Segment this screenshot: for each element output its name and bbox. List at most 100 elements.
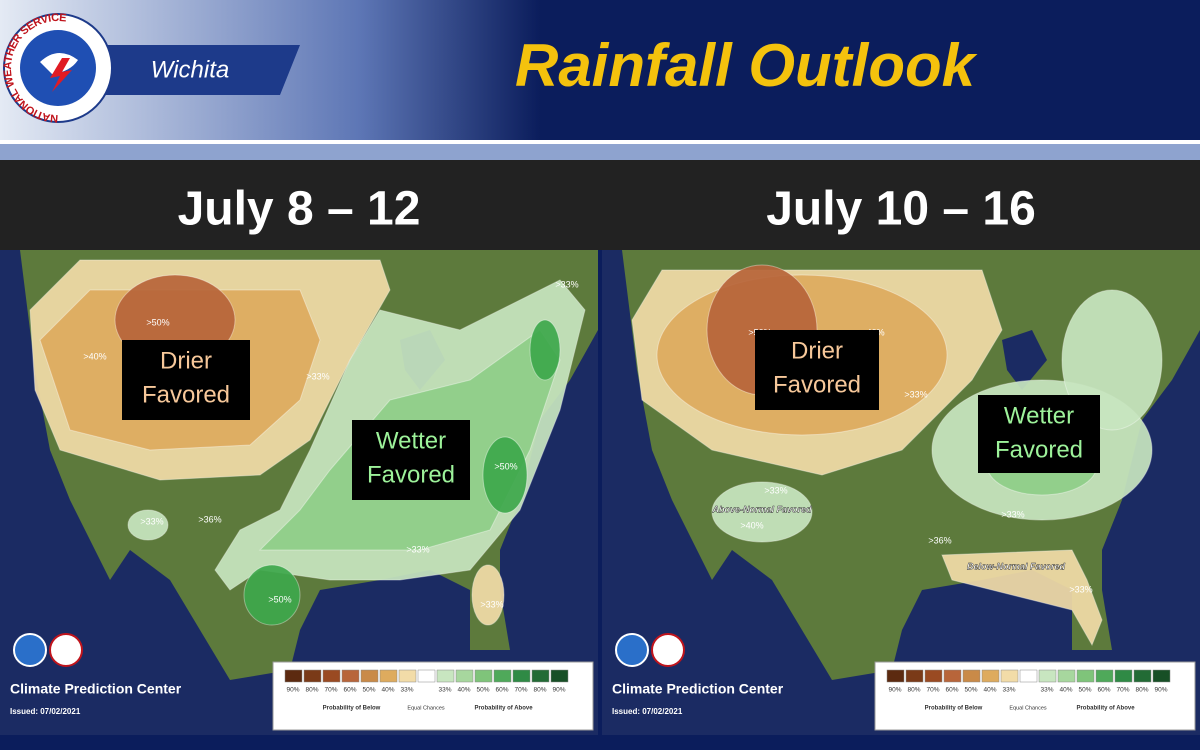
legend-swatch <box>436 669 455 683</box>
panel-divider <box>598 250 602 735</box>
area-label: >33% <box>764 485 787 495</box>
legend-label: 33% <box>400 687 413 694</box>
office-banner <box>95 45 300 95</box>
legend-swatch <box>924 669 943 683</box>
callout-box <box>352 420 470 500</box>
panel-heading: July 8 – 12 <box>178 183 421 236</box>
legend-swatch <box>360 669 379 683</box>
title: Rainfall Outlook <box>515 32 978 99</box>
legend-swatch <box>981 669 1000 683</box>
legend-label: 80% <box>305 687 318 694</box>
legend-swatch <box>322 669 341 683</box>
credit: Climate Prediction Center <box>10 681 182 697</box>
legend-swatch <box>455 669 474 683</box>
header-rule <box>0 140 1200 144</box>
area-label: >50% <box>268 594 291 604</box>
callout-text: Drier <box>160 347 212 374</box>
legend-label: 33% <box>1002 687 1015 694</box>
area-label: >33% <box>555 279 578 289</box>
area-label: >33% <box>406 544 429 554</box>
legend-swatch <box>417 669 436 683</box>
callout-text: Favored <box>995 436 1083 463</box>
great-lakes <box>1002 330 1047 390</box>
heading-band <box>0 160 1200 250</box>
issued: Issued: 07/02/2021 <box>612 707 683 716</box>
legend-label: 70% <box>324 687 337 694</box>
nws-logo <box>651 633 685 667</box>
legend-swatch <box>905 669 924 683</box>
callout-text: Drier <box>791 337 843 364</box>
legend-swatch <box>398 669 417 683</box>
probability-area <box>127 509 169 541</box>
legend-label: 40% <box>381 687 394 694</box>
legend-swatch <box>1152 669 1171 683</box>
legend-label: 50% <box>1078 687 1091 694</box>
legend-label: 60% <box>343 687 356 694</box>
footer-band <box>0 735 1200 750</box>
area-label: Below-Normal Favored <box>967 561 1066 571</box>
legend-label: 80% <box>1135 687 1148 694</box>
legend-swatch <box>512 669 531 683</box>
callout-text: Favored <box>367 461 455 488</box>
noaa-logo <box>615 633 649 667</box>
area-label: >40% <box>740 520 763 530</box>
probability-area <box>529 319 561 381</box>
office-name: Wichita <box>151 56 229 83</box>
legend-label: 70% <box>926 687 939 694</box>
legend-label: 33% <box>438 687 451 694</box>
legend-label: 70% <box>514 687 527 694</box>
legend-swatch <box>962 669 981 683</box>
legend-label: 50% <box>362 687 375 694</box>
legend-caption: Probability of Below <box>323 706 381 712</box>
credit: Climate Prediction Center <box>612 681 784 697</box>
legend-swatch <box>550 669 569 683</box>
legend-swatch <box>474 669 493 683</box>
legend-swatch <box>303 669 322 683</box>
legend-equal: Equal Chances <box>407 705 445 711</box>
legend-swatch <box>1114 669 1133 683</box>
panel: >50%>40%>33%>33%Above-Normal Favored>40%… <box>602 250 1200 735</box>
legend-label: 50% <box>476 687 489 694</box>
legend-swatch <box>1038 669 1057 683</box>
legend-label: 90% <box>1154 687 1167 694</box>
legend-caption: Probability of Above <box>474 706 533 712</box>
legend-label: 80% <box>907 687 920 694</box>
legend-swatch <box>341 669 360 683</box>
callout-text: Favored <box>773 371 861 398</box>
callout-box <box>755 330 879 410</box>
legend-label: 90% <box>552 687 565 694</box>
area-label: >33% <box>480 599 503 609</box>
probability-area <box>941 549 1103 647</box>
legend-label: 40% <box>457 687 470 694</box>
legend-label: 50% <box>964 687 977 694</box>
probability-area <box>471 564 505 626</box>
area-label: >33% <box>140 516 163 526</box>
issued: Issued: 07/02/2021 <box>10 707 81 716</box>
legend-equal: Equal Chances <box>1009 705 1047 711</box>
legend-label: 80% <box>533 687 546 694</box>
legend-swatch <box>493 669 512 683</box>
legend-swatch <box>943 669 962 683</box>
area-label: >50% <box>146 317 169 327</box>
legend-label: 60% <box>495 687 508 694</box>
legend-caption: Probability of Above <box>1076 706 1135 712</box>
logo-bolt <box>50 58 72 92</box>
header-stripe <box>0 144 1200 160</box>
nws-logo <box>49 633 83 667</box>
callout-text: Wetter <box>1004 402 1074 429</box>
legend-swatch <box>1057 669 1076 683</box>
legend-label: 70% <box>1116 687 1129 694</box>
area-label: >33% <box>1001 509 1024 519</box>
area-label: >36% <box>928 535 951 545</box>
area-label: >33% <box>1069 584 1092 594</box>
legend-swatch <box>886 669 905 683</box>
area-label: >50% <box>494 461 517 471</box>
legend-swatch <box>1076 669 1095 683</box>
legend-label: 40% <box>983 687 996 694</box>
legend-label: 60% <box>1097 687 1110 694</box>
legend-label: 60% <box>945 687 958 694</box>
callout-box <box>978 395 1100 473</box>
probability-area <box>243 564 301 626</box>
probability-area <box>482 436 528 514</box>
